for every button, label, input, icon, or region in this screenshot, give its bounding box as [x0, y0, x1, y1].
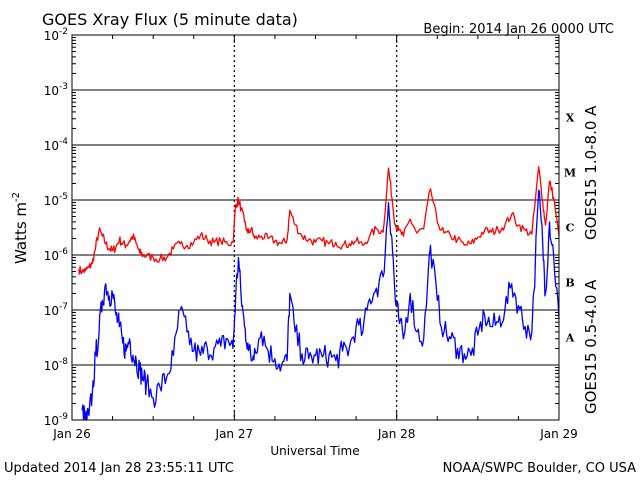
flare-class-m: M	[564, 167, 576, 180]
series-line-1	[81, 189, 560, 421]
y-tick-label: 10-4	[44, 137, 69, 153]
svg-text:Watts m-2: Watts m-2	[11, 192, 30, 264]
y-axis-title: Watts m-2	[11, 192, 30, 264]
y-tick-base: 10	[44, 304, 59, 318]
flare-class-x: X	[566, 112, 575, 125]
x-tick-labels: Jan 26 Jan 27 Jan 28 Jan 29	[52, 427, 578, 441]
plot-frame	[71, 34, 560, 421]
flare-class-b: B	[565, 277, 574, 290]
flare-class-labels: A B C M X	[564, 112, 576, 345]
x-tick-label: Jan 28	[377, 427, 416, 441]
y-tick-label: 10-6	[44, 247, 69, 263]
y-axis-label-exponent: -2	[11, 192, 22, 202]
y-tick-exponent: -2	[59, 27, 68, 37]
updated-timestamp: Updated 2014 Jan 28 23:55:11 UTC	[4, 461, 234, 476]
y-tick-exponent: -3	[59, 82, 68, 92]
begin-time: Begin: 2014 Jan 26 0000 UTC	[423, 22, 614, 37]
chart-title: GOES Xray Flux (5 minute data)	[42, 10, 298, 29]
y-tick-labels: 10-910-810-710-610-510-410-310-2	[44, 27, 69, 428]
x-axis-label: Universal Time	[270, 444, 359, 458]
y-tick-base: 10	[44, 359, 59, 373]
y-tick-exponent: -8	[59, 357, 68, 367]
y-tick-label: 10-7	[44, 302, 68, 318]
y-tick-label: 10-3	[44, 82, 68, 98]
y-tick-label: 10-2	[44, 27, 68, 43]
y-axis-label: Watts m	[12, 202, 30, 264]
y-tick-label: 10-8	[44, 357, 69, 373]
data-series	[78, 166, 560, 421]
y-tick-label: 10-5	[44, 192, 68, 208]
legend-short-channel: GOES15 0.5-4.0 A	[582, 279, 600, 414]
series-line-0	[78, 166, 560, 275]
y-tick-label: 10-9	[44, 412, 69, 428]
y-tick-base: 10	[44, 84, 59, 98]
credit-text: NOAA/SWPC Boulder, CO USA	[443, 461, 636, 476]
tick-marks	[71, 35, 560, 420]
x-tick-label: Jan 27	[215, 427, 254, 441]
y-tick-exponent: -5	[59, 192, 68, 202]
y-tick-base: 10	[44, 139, 59, 153]
y-tick-exponent: -9	[59, 412, 68, 422]
x-tick-label: Jan 26	[52, 427, 91, 441]
legend-long-channel: GOES15 1.0-8.0 A	[582, 105, 600, 240]
y-tick-base: 10	[44, 414, 59, 428]
y-tick-base: 10	[44, 249, 59, 263]
y-tick-base: 10	[44, 29, 59, 43]
flare-class-a: A	[565, 332, 575, 345]
y-tick-base: 10	[44, 194, 59, 208]
x-tick-label: Jan 29	[539, 427, 578, 441]
y-tick-exponent: -4	[59, 137, 68, 147]
grid-lines	[72, 35, 559, 420]
y-tick-exponent: -7	[59, 302, 68, 312]
y-tick-exponent: -6	[59, 247, 68, 257]
flare-class-c: C	[566, 222, 575, 235]
